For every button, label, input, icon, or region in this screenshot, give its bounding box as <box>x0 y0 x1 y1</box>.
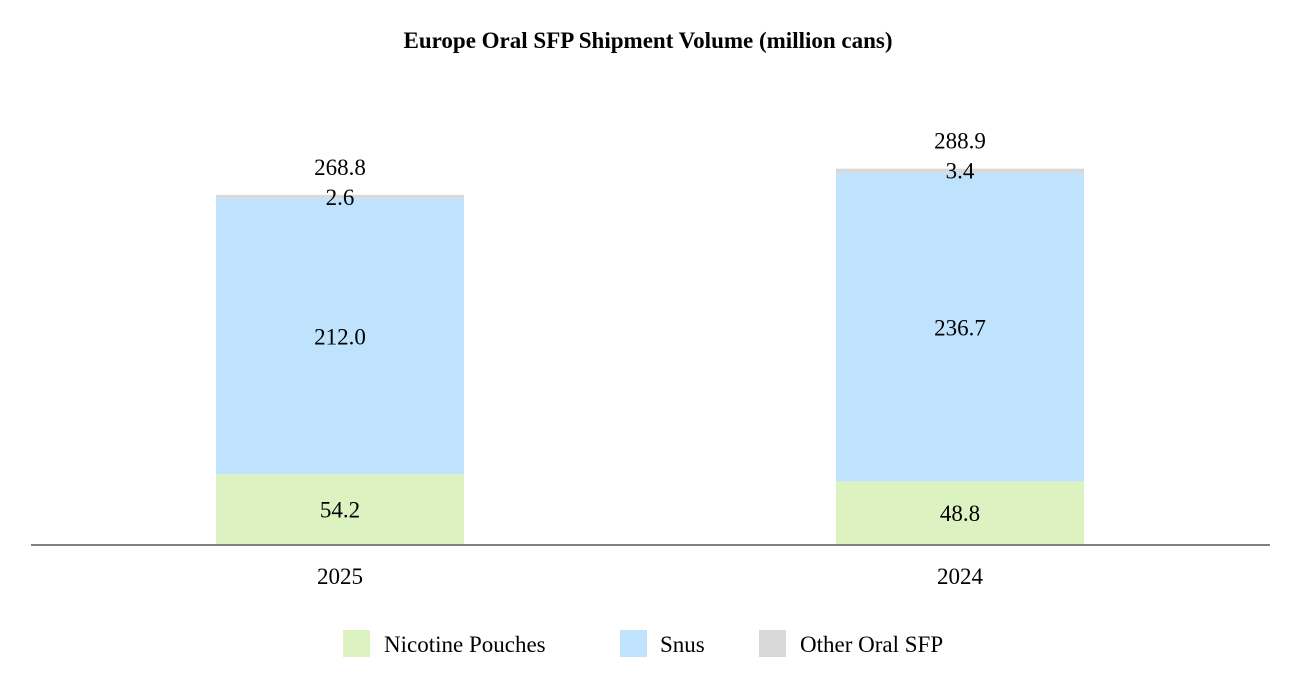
x-tick-label-2025: 2025 <box>317 564 363 589</box>
data-label-nicotine-pouches-2025: 54.2 <box>320 498 360 523</box>
chart-title: Europe Oral SFP Shipment Volume (million… <box>403 28 892 53</box>
data-label-snus-2024: 236.7 <box>934 315 986 340</box>
legend-swatch-snus <box>620 630 647 657</box>
data-label-other-oral-sfp-2024: 3.4 <box>946 159 975 184</box>
bar-snus-2025 <box>216 198 464 475</box>
bar-other-oral-sfp-2025 <box>216 194 464 199</box>
bar-nicotine-pouches-2025 <box>216 474 464 545</box>
bar-other-oral-sfp-2024 <box>836 168 1084 174</box>
total-label-2025: 268.8 <box>314 155 366 180</box>
data-label-nicotine-pouches-2024: 48.8 <box>940 501 980 526</box>
total-label-2024: 288.9 <box>934 129 986 154</box>
legend-label-other-oral-sfp: Other Oral SFP <box>800 632 943 657</box>
bar-snus-2024 <box>836 173 1084 482</box>
legend-swatch-nicotine-pouches <box>343 630 370 657</box>
bar-nicotine-pouches-2024 <box>836 481 1084 545</box>
legend: Nicotine Pouches Snus Other Oral SFP <box>343 630 943 657</box>
data-label-other-oral-sfp-2025: 2.6 <box>326 185 355 210</box>
bars: 54.2 212.0 2.6 268.8 48.8 236.7 3.4 288.9 <box>216 129 1084 545</box>
legend-swatch-other-oral-sfp <box>759 630 786 657</box>
x-axis-ticks: 2025 2024 <box>317 564 984 589</box>
x-tick-label-2024: 2024 <box>937 564 984 589</box>
data-label-snus-2025: 212.0 <box>314 324 366 349</box>
legend-label-snus: Snus <box>660 632 705 657</box>
legend-label-nicotine-pouches: Nicotine Pouches <box>384 632 546 657</box>
